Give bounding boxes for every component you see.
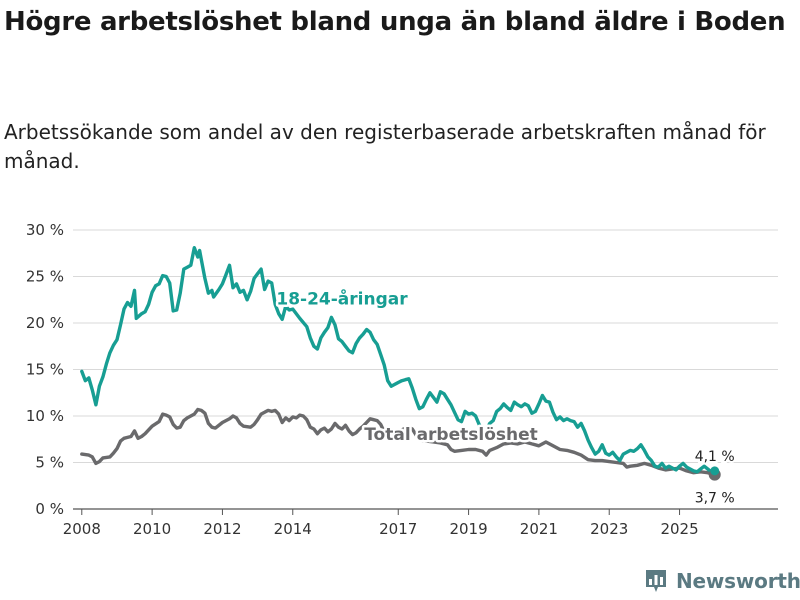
y-tick-label: 10 % — [26, 407, 64, 425]
brand-name: Newsworthy — [676, 569, 800, 593]
end-label-total: 3,7 % — [695, 491, 735, 507]
y-tick-label: 20 % — [26, 314, 64, 332]
newsworthy-logo-icon — [646, 570, 666, 592]
x-tick-label: 2025 — [660, 520, 698, 538]
y-tick-label: 0 % — [35, 500, 64, 518]
y-tick-label: 5 % — [35, 454, 64, 472]
x-tick-label: 2014 — [274, 520, 312, 538]
x-tick-label: 2008 — [63, 520, 101, 538]
series-label-youth: 18-24-åringar — [276, 287, 408, 309]
end-label-youth: 4,1 % — [695, 449, 735, 465]
y-tick-label: 30 % — [26, 221, 64, 239]
x-tick-label: 2019 — [449, 520, 487, 538]
series-lines — [80, 246, 721, 481]
page-title: Högre arbetslöshet bland unga än bland ä… — [4, 7, 786, 37]
y-tick-label: 25 % — [26, 268, 64, 286]
x-tick-label: 2017 — [379, 520, 417, 538]
chart-subtitle: Arbetssökande som andel av den registerb… — [4, 120, 766, 173]
end-point-youth — [710, 466, 720, 476]
series-labels: 18-24-åringar Total arbetslöshet 4,1 % 3,7 … — [274, 285, 737, 509]
series-label-total: Total arbetslöshet — [364, 425, 538, 445]
x-tick-label: 2012 — [203, 520, 241, 538]
x-tick-label: 2023 — [590, 520, 628, 538]
newsworthy-brand: Newsworthy — [644, 568, 800, 594]
x-tick-label: 2021 — [520, 520, 558, 538]
y-tick-label: 15 % — [26, 361, 64, 379]
axes: 0 % 5 % 10 % 15 % 20 % 25 % 30 % 2008 2010 2012 20… — [26, 221, 699, 538]
x-tick-label: 2010 — [133, 520, 171, 538]
series-line-youth — [80, 246, 717, 474]
series-line-total — [80, 407, 717, 477]
